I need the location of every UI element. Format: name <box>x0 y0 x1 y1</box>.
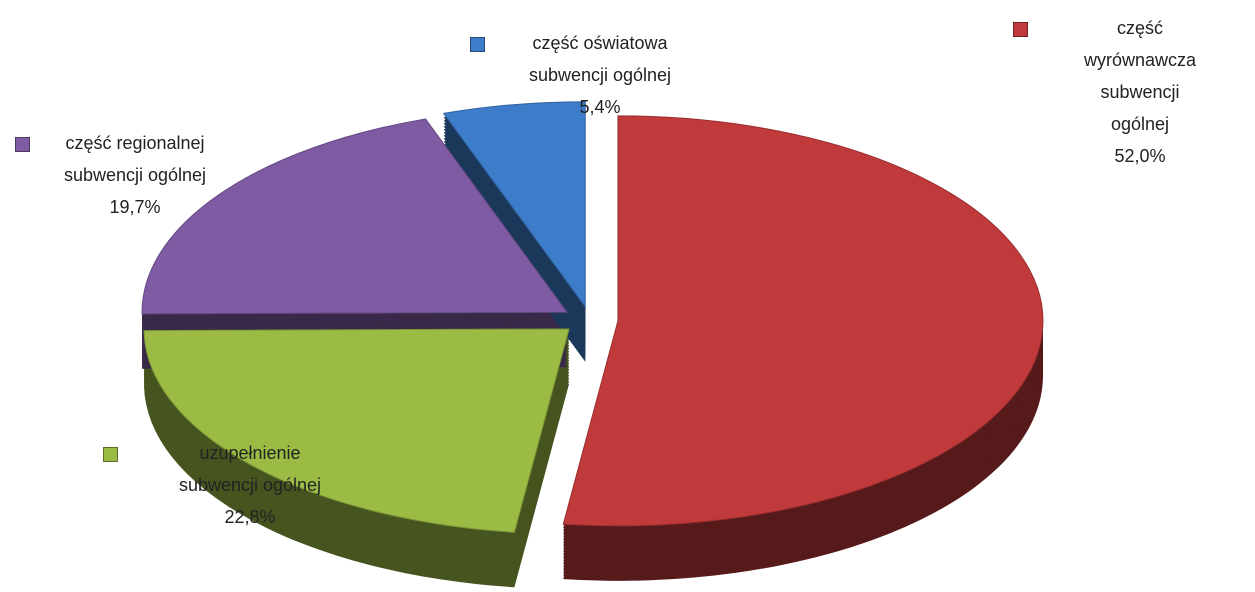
category-name: część regionalnej subwencji ogólnej <box>63 133 207 185</box>
slice <box>562 115 1044 527</box>
category-name: część wyrównawcza subwencji ogólnej <box>1083 18 1197 134</box>
value-label: 19,7% <box>109 197 161 217</box>
legend-marker <box>470 37 485 52</box>
slice-label: uzupełnienie subwencji ogólnej 22,8% <box>179 437 321 533</box>
slice <box>143 328 570 533</box>
slice-label: część regionalnej subwencji ogólnej 19,7% <box>64 127 206 223</box>
legend-marker <box>103 447 118 462</box>
slice-label: część oświatowa subwencji ogólnej 5,4% <box>529 27 671 123</box>
slice <box>442 101 586 309</box>
legend-marker <box>1013 22 1028 37</box>
slice <box>141 118 569 315</box>
category-name: część oświatowa subwencji ogólnej <box>528 33 672 85</box>
value-label: 5,4% <box>579 97 621 117</box>
legend-marker <box>15 137 30 152</box>
slice-label: część wyrównawcza subwencji ogólnej 52,0% <box>1083 12 1198 172</box>
value-label: 22,8% <box>224 507 276 527</box>
category-name: uzupełnienie subwencji ogólnej <box>178 443 322 495</box>
value-label: 52,0% <box>1114 146 1166 166</box>
